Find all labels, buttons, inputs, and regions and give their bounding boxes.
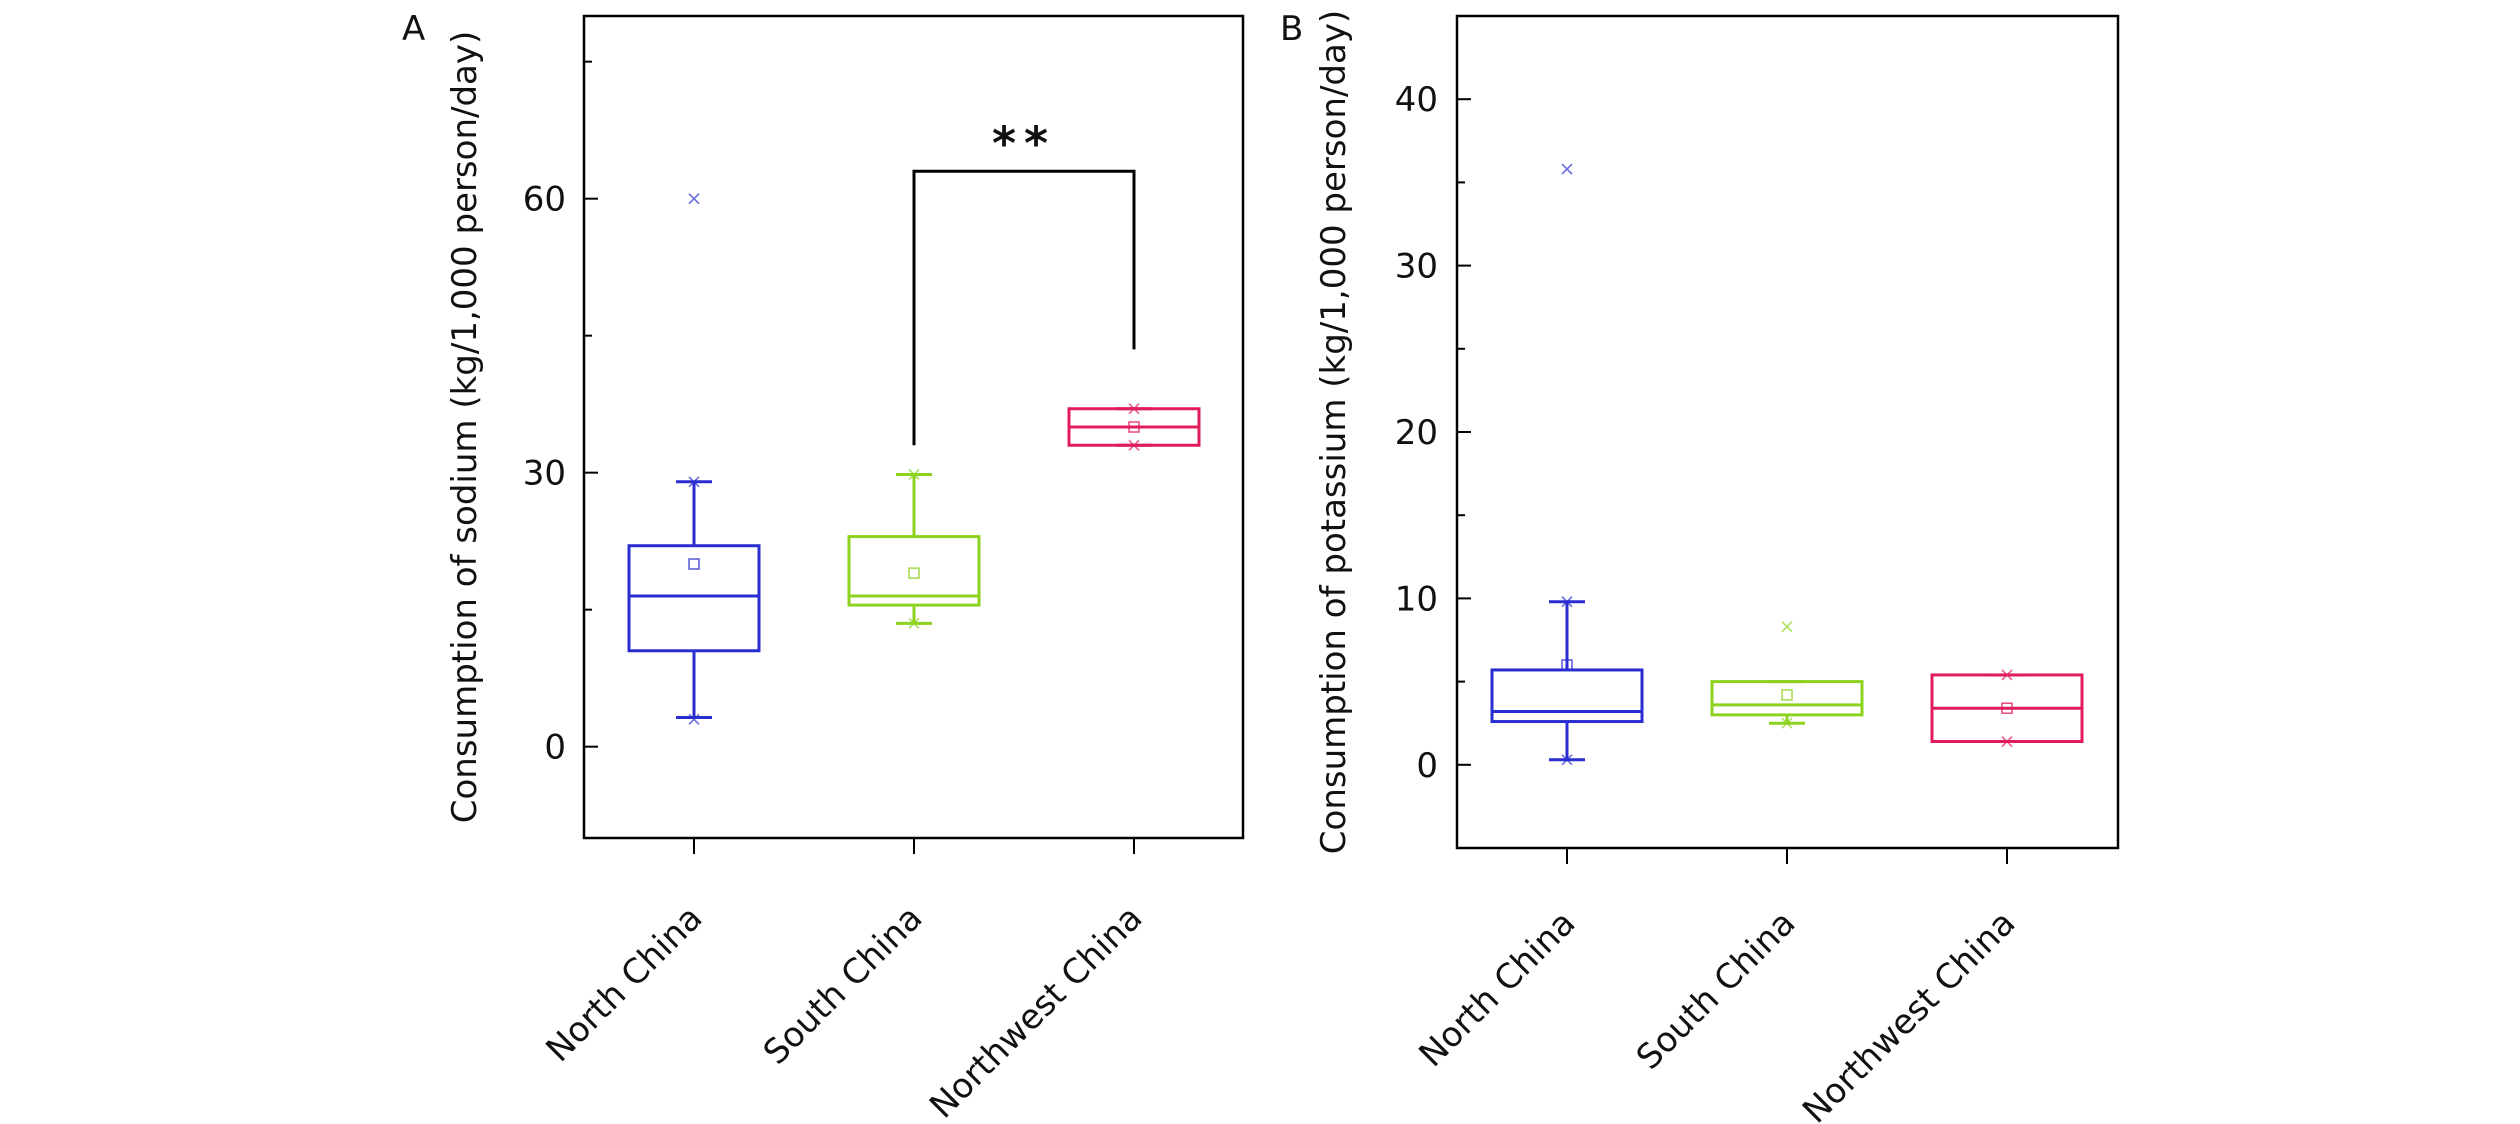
box-2	[1067, 403, 1201, 451]
y-tick-label: 60	[523, 180, 566, 220]
extreme-marker	[1561, 754, 1573, 766]
extreme-marker	[2001, 669, 2013, 681]
x-tick-label: North China	[1412, 903, 1584, 1075]
iqr-box	[847, 535, 981, 607]
extreme-marker	[1128, 439, 1140, 451]
significance-bracket	[912, 169, 1136, 446]
mean-marker	[908, 567, 920, 579]
extreme-marker	[1128, 403, 1140, 415]
y-tick-label: 30	[1395, 247, 1438, 287]
extreme-marker	[908, 617, 920, 629]
extreme-marker	[1781, 717, 1793, 729]
y-tick-label: 40	[1395, 80, 1438, 120]
x-tick-label: Northwest China	[922, 898, 1150, 1124]
extreme-marker	[688, 476, 700, 488]
iqr-box	[1710, 680, 1864, 717]
box-1	[1710, 621, 1864, 729]
mean-marker	[1128, 421, 1140, 433]
extreme-marker	[2001, 735, 2013, 748]
mean-marker	[1781, 689, 1793, 701]
mean-marker	[688, 558, 700, 570]
panel-b-potassium: B 0 10 20 30 40 Consumption of potassium (kg/1…	[1280, 9, 2120, 1124]
box-0	[627, 193, 761, 725]
extreme-marker	[1561, 596, 1573, 608]
outlier-marker	[1561, 163, 1573, 175]
panel-label: B	[1280, 9, 1303, 49]
y-tick-label: 0	[1416, 746, 1438, 786]
box-0	[1490, 163, 1644, 766]
x-tick-label: South China	[756, 898, 930, 1072]
significance-label: **	[992, 116, 1056, 170]
y-axis-label: Consumption of sodium (kg/1,000 person/d…	[445, 31, 485, 824]
box-2	[1930, 669, 2084, 748]
x-tick-label: South China	[1629, 903, 1803, 1077]
outlier-marker	[688, 193, 700, 205]
mean-marker	[1561, 659, 1573, 671]
y-tick-label: 20	[1395, 413, 1438, 453]
y-tick-label: 10	[1395, 579, 1438, 619]
y-axis-label: Consumption of potassium (kg/1,000 perso…	[1314, 10, 1354, 854]
panel-a-sodium: A 0 30 60 Consumption of sodium (kg/1,000 pe…	[402, 9, 1245, 1124]
iqr-box	[1490, 668, 1644, 724]
x-tick-label: Northwest China	[1795, 903, 2023, 1124]
iqr-box	[627, 544, 761, 653]
box-1	[847, 468, 981, 629]
panel-label: A	[402, 9, 425, 49]
y-tick-label: 30	[523, 454, 566, 494]
x-tick-label: North China	[539, 898, 711, 1070]
extreme-marker	[688, 713, 700, 725]
y-tick-label: 0	[544, 728, 566, 768]
mean-marker	[2001, 702, 2013, 714]
extreme-marker	[908, 468, 920, 481]
outlier-marker	[1781, 621, 1793, 633]
